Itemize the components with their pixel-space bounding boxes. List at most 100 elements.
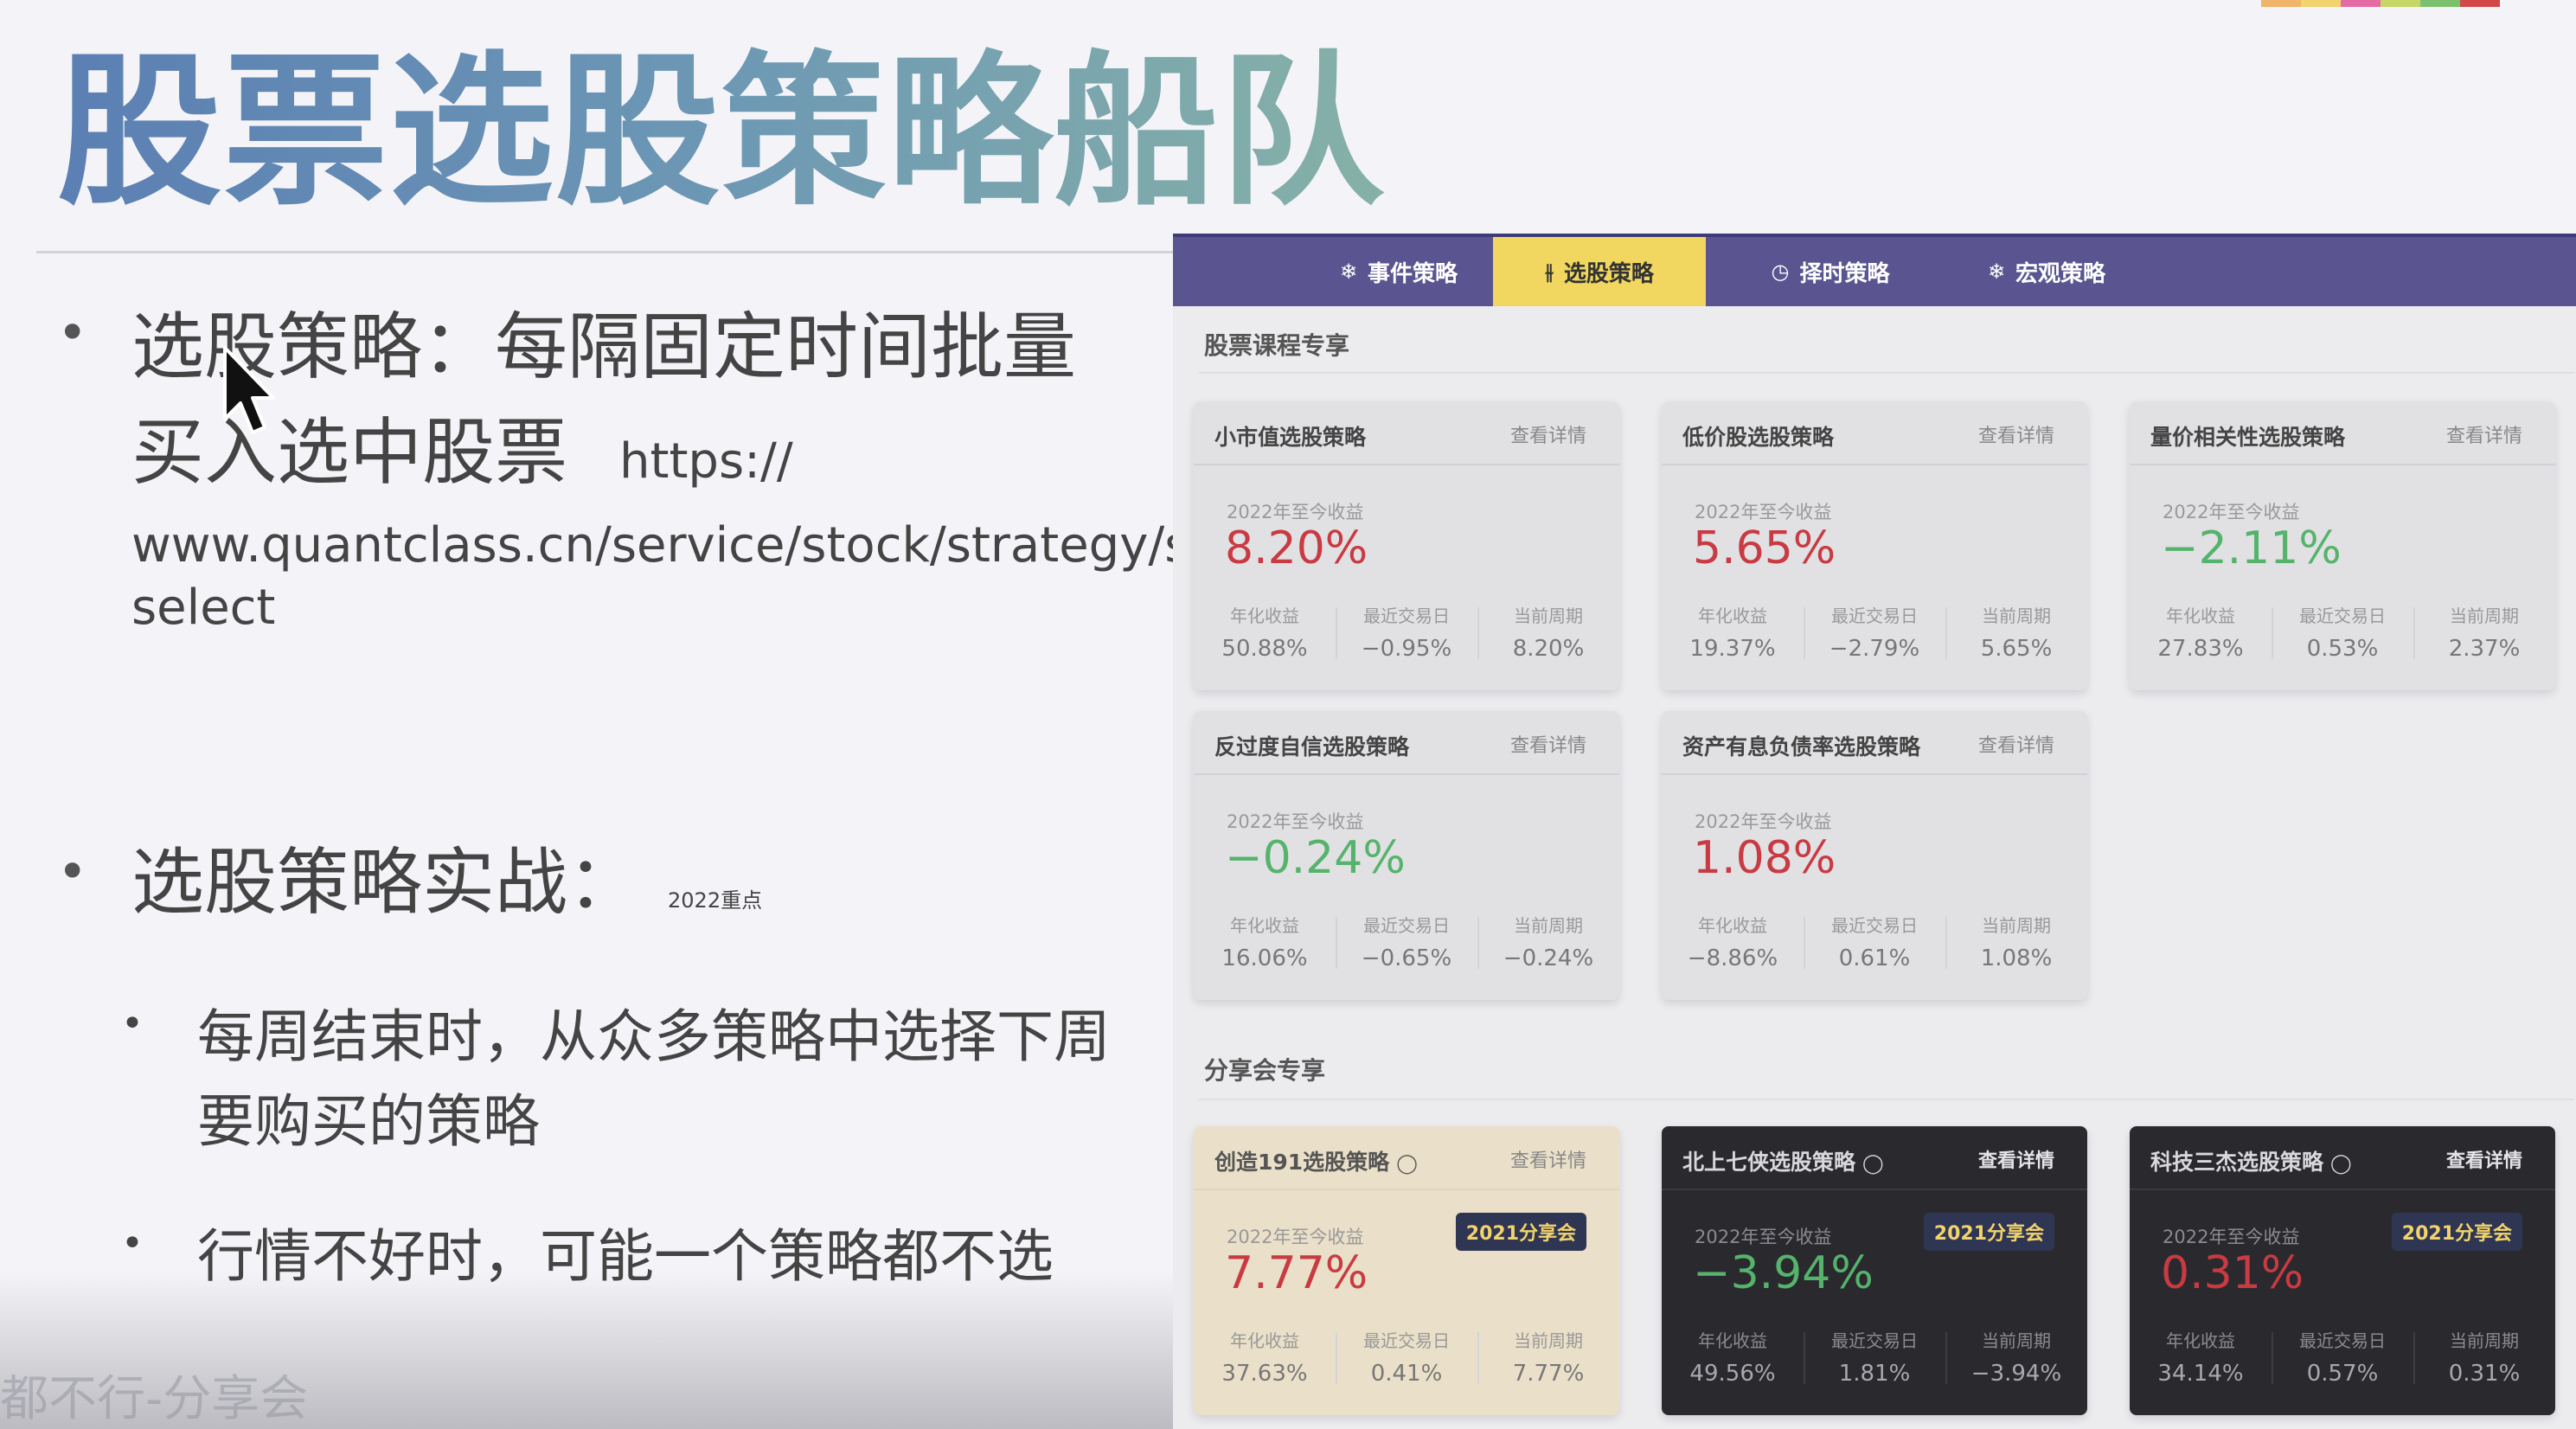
tab-macro-strategy[interactable]: ❄ 宏观策略	[1951, 237, 2142, 306]
bullet-dot: •	[57, 303, 88, 363]
view-details-link[interactable]: 查看详情	[1977, 426, 2054, 447]
stat-value: 2.37%	[2448, 636, 2521, 662]
view-details-link[interactable]: 查看详情	[1977, 735, 2054, 757]
stat-value: 37.63%	[1221, 1361, 1308, 1387]
stat-label: 最近交易日	[1363, 1330, 1450, 1351]
tab-stock-strategy[interactable]: ⫳ 选股策略	[1493, 237, 1706, 306]
mouse-pointer-icon	[223, 346, 275, 434]
stat-item: 年化收益 −8.86%	[1662, 912, 1804, 981]
stat-value: −8.86%	[1687, 945, 1778, 971]
bullet-stock-selection: • 选股策略：每隔固定时间批量买入选中股票 https:// www.quantc…	[57, 294, 1311, 639]
strategy-card[interactable]: 量价相关性选股策略 查看详情 2022年至今收益 −2.11% 年化收益 27.83% 最近…	[2130, 401, 2555, 690]
strategy-card[interactable]: 低价股选股策略 查看详情 2022年至今收益 5.65% 年化收益 19.37% 最近交易日…	[1662, 401, 2087, 690]
bullet-dot: •	[57, 842, 88, 902]
top-color-strip	[2261, 0, 2500, 7]
view-details-link[interactable]: 查看详情	[1509, 735, 1586, 757]
stat-value: −0.65%	[1361, 945, 1452, 971]
sub-bullet-text: 每周结束时，从众多策略中选择下周要购买的策略	[197, 1003, 1111, 1155]
stat-value: 1.81%	[1838, 1361, 1911, 1387]
stat-item: 年化收益 50.88%	[1194, 602, 1336, 671]
card-stats: 年化收益 27.83% 最近交易日 0.53% 当前周期 2.37%	[2130, 602, 2555, 671]
tab-label: 择时策略	[1799, 260, 1890, 287]
stat-item: 最近交易日 0.57%	[2272, 1327, 2413, 1396]
stat-value: 1.08%	[1980, 945, 2053, 971]
tab-timing-strategy[interactable]: ◷ 择时策略	[1735, 237, 1926, 306]
stat-item: 当前周期 −3.94%	[1945, 1327, 2087, 1396]
view-details-link[interactable]: 查看详情	[2445, 1150, 2522, 1172]
card-title-text: 创造191选股策略	[1214, 1150, 1390, 1175]
strip-segment	[2381, 0, 2420, 7]
card-header: 北上七侠选股策略 ◯ 查看详情	[1662, 1126, 2087, 1190]
card-header: 小市值选股策略 查看详情	[1194, 401, 1619, 465]
card-title-text: 小市值选股策略	[1214, 425, 1367, 450]
url-link-start[interactable]: https://	[619, 433, 793, 490]
return-value: 7.77%	[1225, 1247, 1368, 1299]
tab-label: 事件策略	[1368, 260, 1458, 287]
stat-item: 最近交易日 −0.95%	[1336, 602, 1477, 671]
strategy-web-panel: ❄ 事件策略 ⫳ 选股策略 ◷ 择时策略 ❄ 宏观策略 股票课程专享 小市值选股策略 查看…	[1173, 234, 2576, 1429]
share-badge: 2021分享会	[1455, 1213, 1586, 1251]
strategy-card[interactable]: 创造191选股策略 ◯ 查看详情 2022年至今收益 2021分享会 7.77% 年化收益 3…	[1194, 1126, 1619, 1415]
tab-event-strategy[interactable]: ❄ 事件策略	[1315, 237, 1483, 306]
stat-value: −0.24%	[1503, 945, 1594, 971]
stat-value: 16.06%	[1221, 945, 1308, 971]
stat-label: 当前周期	[2450, 606, 2519, 626]
card-stats: 年化收益 34.14% 最近交易日 0.57% 当前周期 0.31%	[2130, 1327, 2555, 1396]
card-stats: 年化收益 19.37% 最近交易日 −2.79% 当前周期 5.65%	[1662, 602, 2087, 671]
candlestick-icon: ⫳	[1545, 260, 1554, 284]
stat-item: 年化收益 19.37%	[1662, 602, 1804, 671]
card-title: 科技三杰选股策略 ◯	[2150, 1145, 2352, 1176]
strategy-card[interactable]: 科技三杰选股策略 ◯ 查看详情 2022年至今收益 2021分享会 0.31% 年化收益 34…	[2130, 1126, 2555, 1415]
bullet-dot: •	[121, 1002, 144, 1046]
return-label: 2022年至今收益	[2163, 502, 2300, 522]
card-header: 量价相关性选股策略 查看详情	[2130, 401, 2555, 465]
stat-label: 当前周期	[1514, 606, 1583, 626]
card-header: 创造191选股策略 ◯ 查看详情	[1194, 1126, 1619, 1190]
strip-segment	[2460, 0, 2500, 7]
stat-value: 0.53%	[2306, 636, 2379, 662]
clock-icon: ◷	[1771, 260, 1790, 284]
stat-item: 最近交易日 −0.65%	[1336, 912, 1477, 981]
view-details-link[interactable]: 查看详情	[2445, 426, 2522, 447]
stat-item: 当前周期 2.37%	[2413, 602, 2555, 671]
stat-value: 7.77%	[1512, 1361, 1585, 1387]
stat-item: 最近交易日 0.41%	[1336, 1327, 1477, 1396]
stat-value: 5.65%	[1980, 636, 2053, 662]
return-label: 2022年至今收益	[1695, 502, 1832, 522]
section-title-share: 分享会专享	[1204, 1056, 1326, 1085]
stat-item: 最近交易日 −2.79%	[1804, 602, 1945, 671]
view-details-link[interactable]: 查看详情	[1509, 1150, 1586, 1172]
strip-segment	[2341, 0, 2381, 7]
card-title: 量价相关性选股策略	[2150, 420, 2345, 452]
stat-label: 最近交易日	[1363, 606, 1450, 626]
stat-value: 0.61%	[1838, 945, 1911, 971]
slide-title: 股票选股策略船队	[57, 36, 1387, 227]
strategy-card[interactable]: 小市值选股策略 查看详情 2022年至今收益 8.20% 年化收益 50.88% 最近交易日…	[1194, 401, 1619, 690]
card-title-text: 北上七侠选股策略	[1682, 1150, 1856, 1175]
stat-label: 当前周期	[1514, 915, 1583, 936]
card-stats: 年化收益 37.63% 最近交易日 0.41% 当前周期 7.77%	[1194, 1327, 1619, 1396]
card-title-text: 科技三杰选股策略	[2150, 1150, 2324, 1175]
strategy-card[interactable]: 资产有息负债率选股策略 查看详情 2022年至今收益 1.08% 年化收益 −8.86% 最…	[1662, 711, 2087, 1000]
return-label: 2022年至今收益	[1227, 811, 1364, 832]
stat-value: 0.31%	[2448, 1361, 2521, 1387]
strategy-card[interactable]: 反过度自信选股策略 查看详情 2022年至今收益 −0.24% 年化收益 16.06% 最近…	[1194, 711, 1619, 1000]
stat-item: 年化收益 37.63%	[1194, 1327, 1336, 1396]
strategy-card[interactable]: 北上七侠选股策略 ◯ 查看详情 2022年至今收益 2021分享会 −3.94% 年化收益 4…	[1662, 1126, 2087, 1415]
card-title: 低价股选股策略	[1682, 420, 1834, 452]
stat-item: 当前周期 1.08%	[1945, 912, 2087, 981]
return-value: 0.31%	[2161, 1247, 2304, 1299]
card-stats: 年化收益 −8.86% 最近交易日 0.61% 当前周期 1.08%	[1662, 912, 2087, 981]
section-title-course: 股票课程专享	[1204, 331, 1350, 360]
verified-icon: ◯	[2330, 1153, 2352, 1175]
card-stats: 年化收益 49.56% 最近交易日 1.81% 当前周期 −3.94%	[1662, 1327, 2087, 1396]
stat-item: 当前周期 −0.24%	[1477, 912, 1619, 981]
view-details-link[interactable]: 查看详情	[1977, 1150, 2054, 1172]
card-title: 创造191选股策略 ◯	[1214, 1145, 1418, 1176]
view-details-link[interactable]: 查看详情	[1509, 426, 1586, 447]
stat-value: 50.88%	[1221, 636, 1308, 662]
url-link[interactable]: www.quantclass.cn/service/stock/strategy…	[131, 517, 1311, 636]
card-title-text: 资产有息负债率选股策略	[1682, 734, 1921, 759]
stat-item: 最近交易日 0.61%	[1804, 912, 1945, 981]
return-value: −3.94%	[1693, 1247, 1874, 1299]
